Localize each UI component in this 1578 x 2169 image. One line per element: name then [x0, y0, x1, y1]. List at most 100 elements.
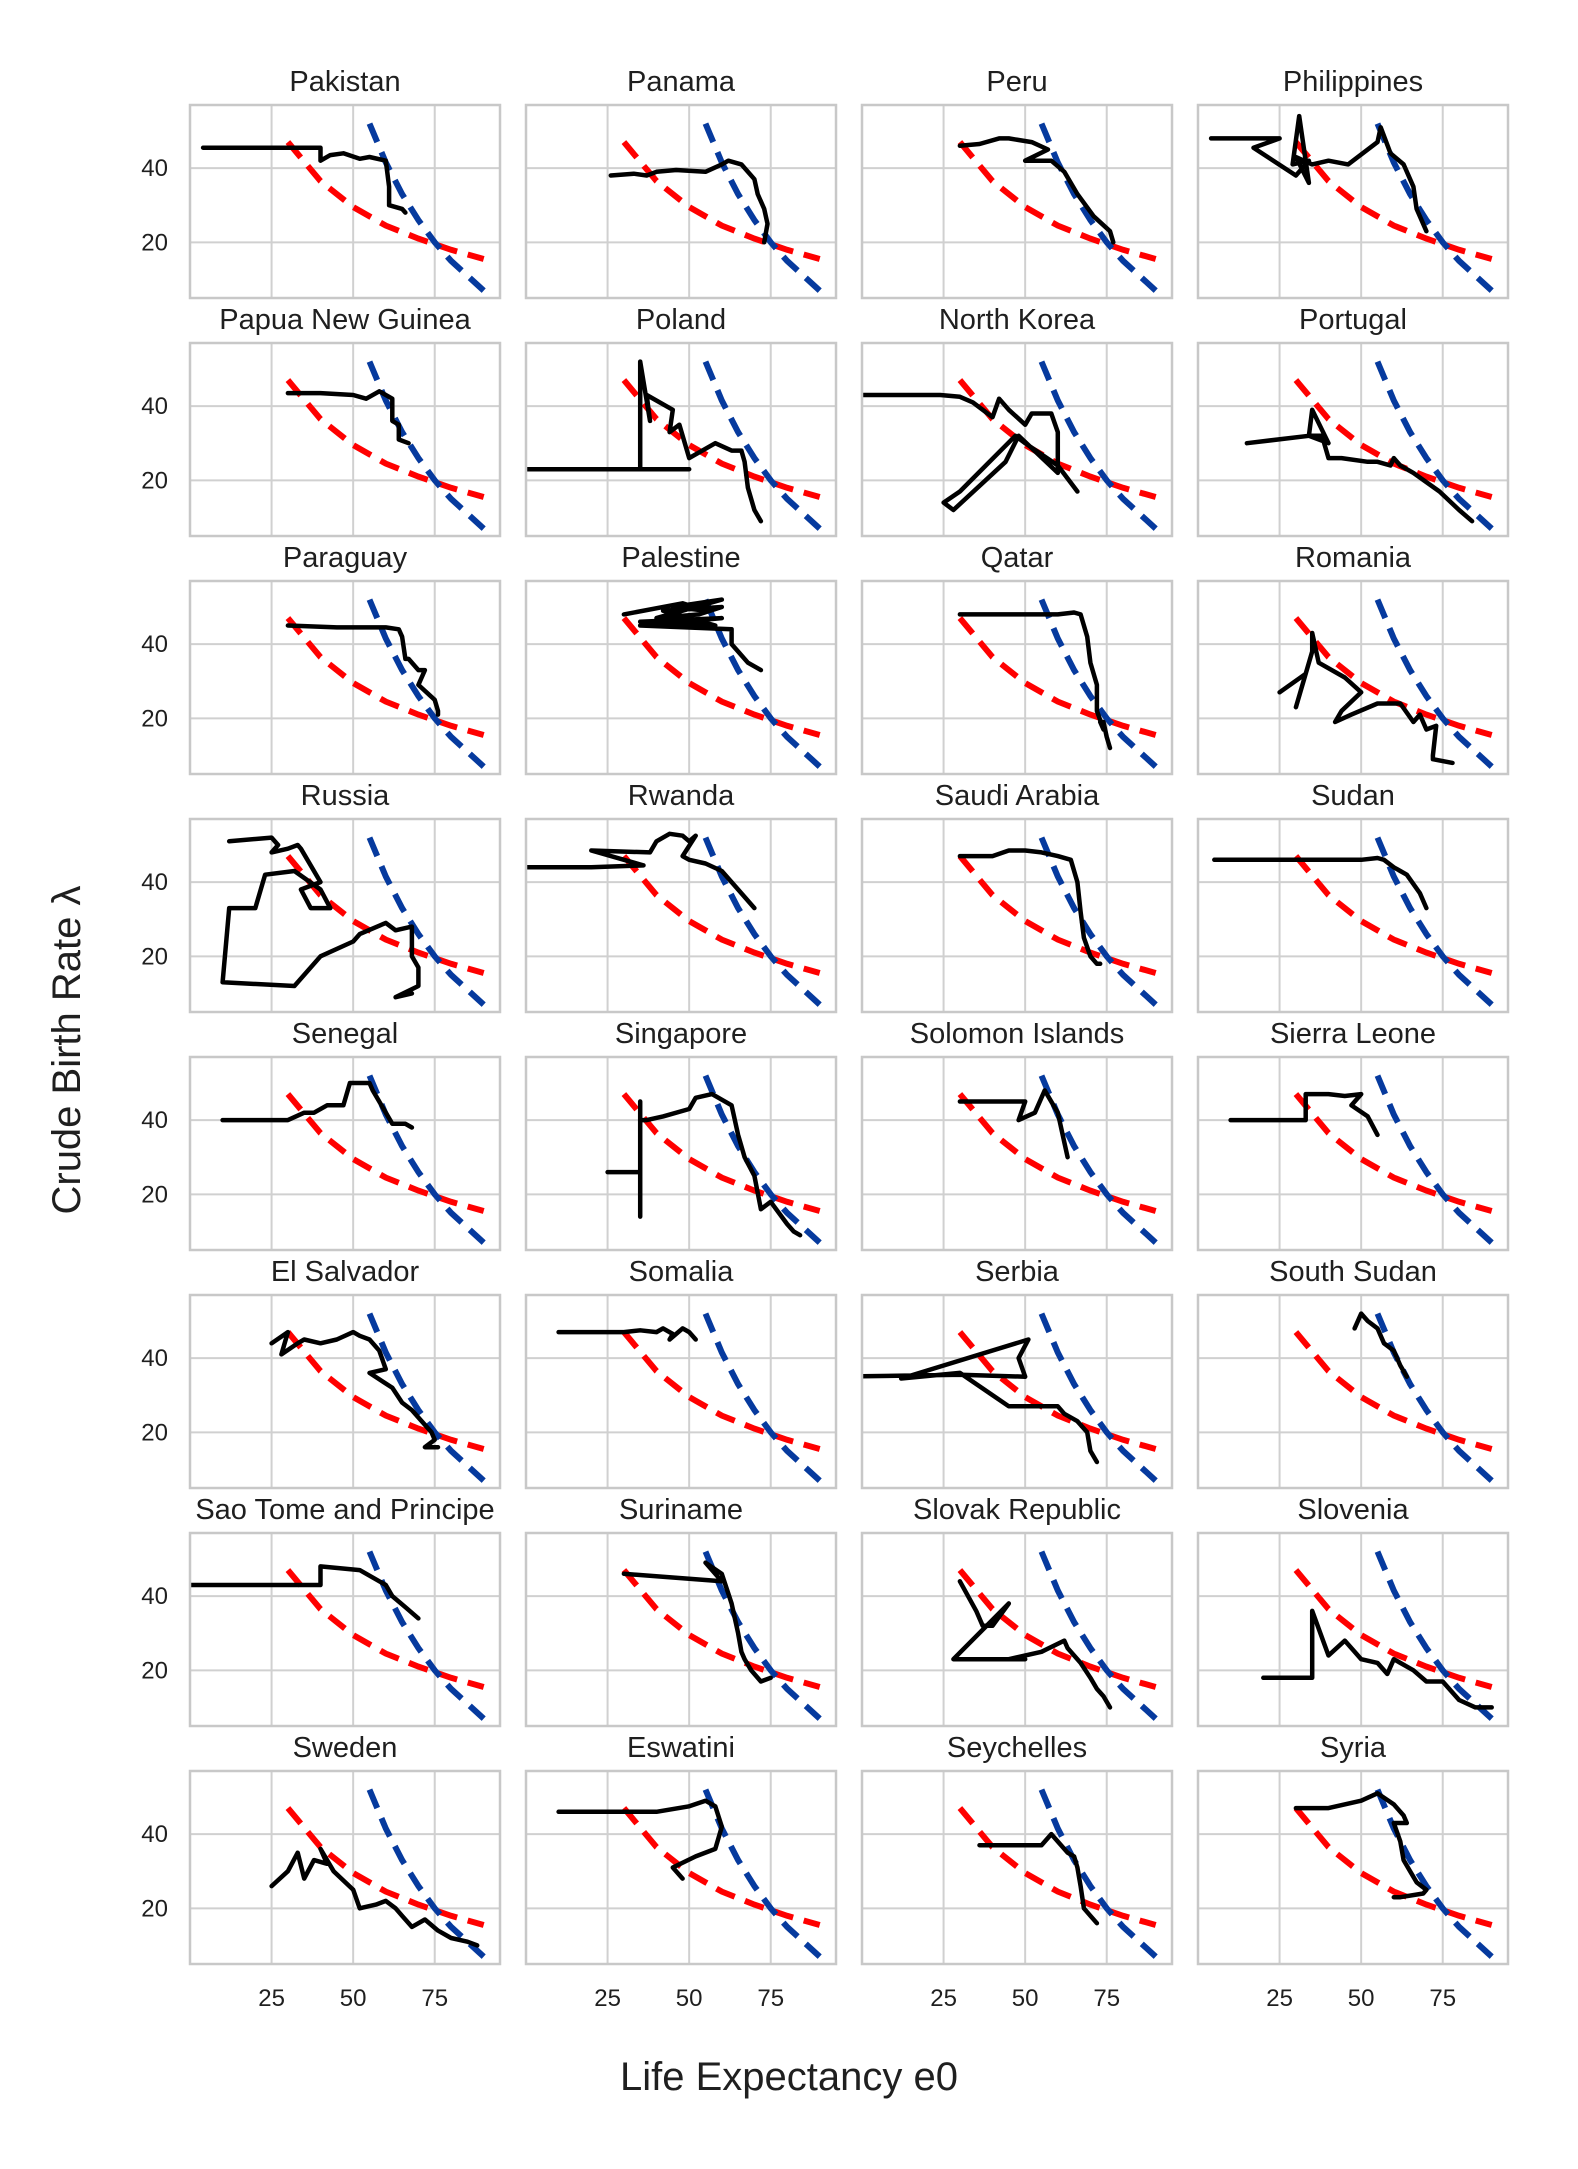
panel-frame [188, 1531, 502, 1728]
panel-rwanda: Rwanda [524, 780, 838, 1014]
panel-title: Sudan [1311, 780, 1395, 812]
trajectory-line [862, 392, 1080, 513]
panel-frame [188, 1769, 502, 1966]
panel-plot-area [556, 1788, 822, 1959]
y-tick-label: 20 [141, 1419, 168, 1446]
blue-dashed-curve [366, 836, 486, 1007]
y-tick-label: 20 [141, 943, 168, 970]
panel-frame [1196, 103, 1510, 300]
panel-plot-area [1293, 1788, 1494, 1959]
red-dashed-curve [285, 378, 485, 500]
panel-frame [1196, 1055, 1510, 1252]
x-tick-label: 75 [757, 1985, 784, 2012]
blue-dashed-curve [366, 360, 486, 531]
blue-dashed-curve [1374, 360, 1494, 531]
panel-frame [860, 1293, 1174, 1490]
panel-frame [524, 1769, 838, 1966]
red-dashed-curve [285, 1330, 485, 1452]
panel-title: Papua New Guinea [219, 304, 471, 336]
red-dashed-curve [285, 854, 485, 976]
y-axis-label: Crude Birth Rate λ [45, 885, 89, 1214]
red-dashed-curve [957, 140, 1157, 262]
panel-frame [1196, 579, 1510, 776]
panel-suriname: Suriname [524, 1494, 838, 1728]
panel-plot-area [1208, 113, 1494, 293]
trajectory-line [285, 623, 441, 717]
panel-frame [524, 103, 838, 300]
panel-plot-area [200, 122, 486, 293]
panel-title: Syria [1320, 1732, 1387, 1764]
blue-dashed-curve [702, 360, 822, 531]
panel-sweden: Sweden 20 40 25 50 75 [141, 1732, 502, 2012]
panel-serbia: Serbia [860, 1256, 1174, 1490]
panel-frame [188, 579, 502, 776]
trajectory-line [556, 1326, 698, 1342]
panel-plot-area [269, 1788, 486, 1959]
blue-dashed-curve [366, 1312, 486, 1483]
trajectory-line [1352, 1311, 1410, 1379]
panel-title: Paraguay [283, 542, 408, 574]
panel-plot-area [556, 1312, 822, 1483]
trajectory-line [621, 1560, 773, 1684]
panel-singapore: Singapore [524, 1018, 838, 1252]
panel-sao-tome-and-principe: Sao Tome and Principe 20 40 [141, 1494, 502, 1728]
blue-dashed-curve [366, 1550, 486, 1721]
panel-title: El Salvador [271, 1256, 420, 1288]
red-dashed-curve [285, 140, 485, 262]
x-tick-label: 50 [340, 1985, 367, 2012]
trajectory-line [1212, 855, 1429, 911]
x-tick-label: 50 [676, 1985, 703, 2012]
red-dashed-curve [285, 1092, 485, 1214]
trajectory-line [605, 1091, 803, 1238]
trajectory-line [220, 835, 421, 1000]
red-dashed-curve [621, 616, 821, 738]
trajectory-line [285, 389, 411, 446]
trajectory-line [526, 831, 757, 911]
panel-plot-area [957, 836, 1158, 1007]
x-tick-label: 25 [1266, 1985, 1293, 2012]
panel-title: Portugal [1299, 304, 1407, 336]
trajectory-line [977, 1831, 1100, 1926]
panel-frame [1196, 341, 1510, 538]
panel-plot-area [285, 598, 486, 769]
red-dashed-curve [957, 616, 1157, 738]
x-tick-label: 75 [1093, 1985, 1120, 2012]
trajectory-line [269, 1846, 480, 1948]
panel-frame [188, 103, 502, 300]
panel-title: Qatar [981, 542, 1054, 574]
blue-dashed-curve [366, 1788, 486, 1959]
blue-dashed-curve [1038, 122, 1158, 293]
panel-frame [860, 1055, 1174, 1252]
panel-plot-area [1212, 836, 1494, 1007]
red-dashed-curve [1293, 1806, 1493, 1928]
panel-slovak-republic: Slovak Republic [860, 1494, 1174, 1728]
y-tick-label: 40 [141, 869, 168, 896]
blue-dashed-curve [1374, 836, 1494, 1007]
panel-title: Eswatini [627, 1732, 735, 1764]
panel-plot-area [957, 598, 1158, 769]
panel-title: Romania [1295, 542, 1412, 574]
blue-dashed-curve [1374, 1788, 1494, 1959]
red-dashed-curve [957, 854, 1157, 976]
panel-title: Poland [636, 304, 726, 336]
panel-frame [188, 341, 502, 538]
panel-el-salvador: El Salvador 20 40 [141, 1256, 502, 1490]
blue-dashed-curve [1374, 122, 1494, 293]
panel-plot-area [1293, 1311, 1494, 1483]
blue-dashed-curve [1038, 836, 1158, 1007]
trajectory-line [269, 1329, 441, 1450]
blue-dashed-curve [1038, 598, 1158, 769]
red-dashed-curve [621, 1092, 821, 1214]
panel-plot-area [1244, 360, 1494, 531]
panel-title: Somalia [629, 1256, 735, 1288]
trajectory-line [190, 1564, 421, 1621]
y-tick-label: 40 [141, 1821, 168, 1848]
blue-dashed-curve [1038, 1550, 1158, 1721]
blue-dashed-curve [702, 1074, 822, 1245]
red-dashed-curve [621, 378, 821, 500]
panel-plot-area [862, 1312, 1158, 1483]
panel-frame [860, 1769, 1174, 1966]
trajectory-line [1261, 1608, 1494, 1710]
panel-title: Panama [627, 66, 736, 98]
panel-title: Solomon Islands [910, 1018, 1124, 1050]
